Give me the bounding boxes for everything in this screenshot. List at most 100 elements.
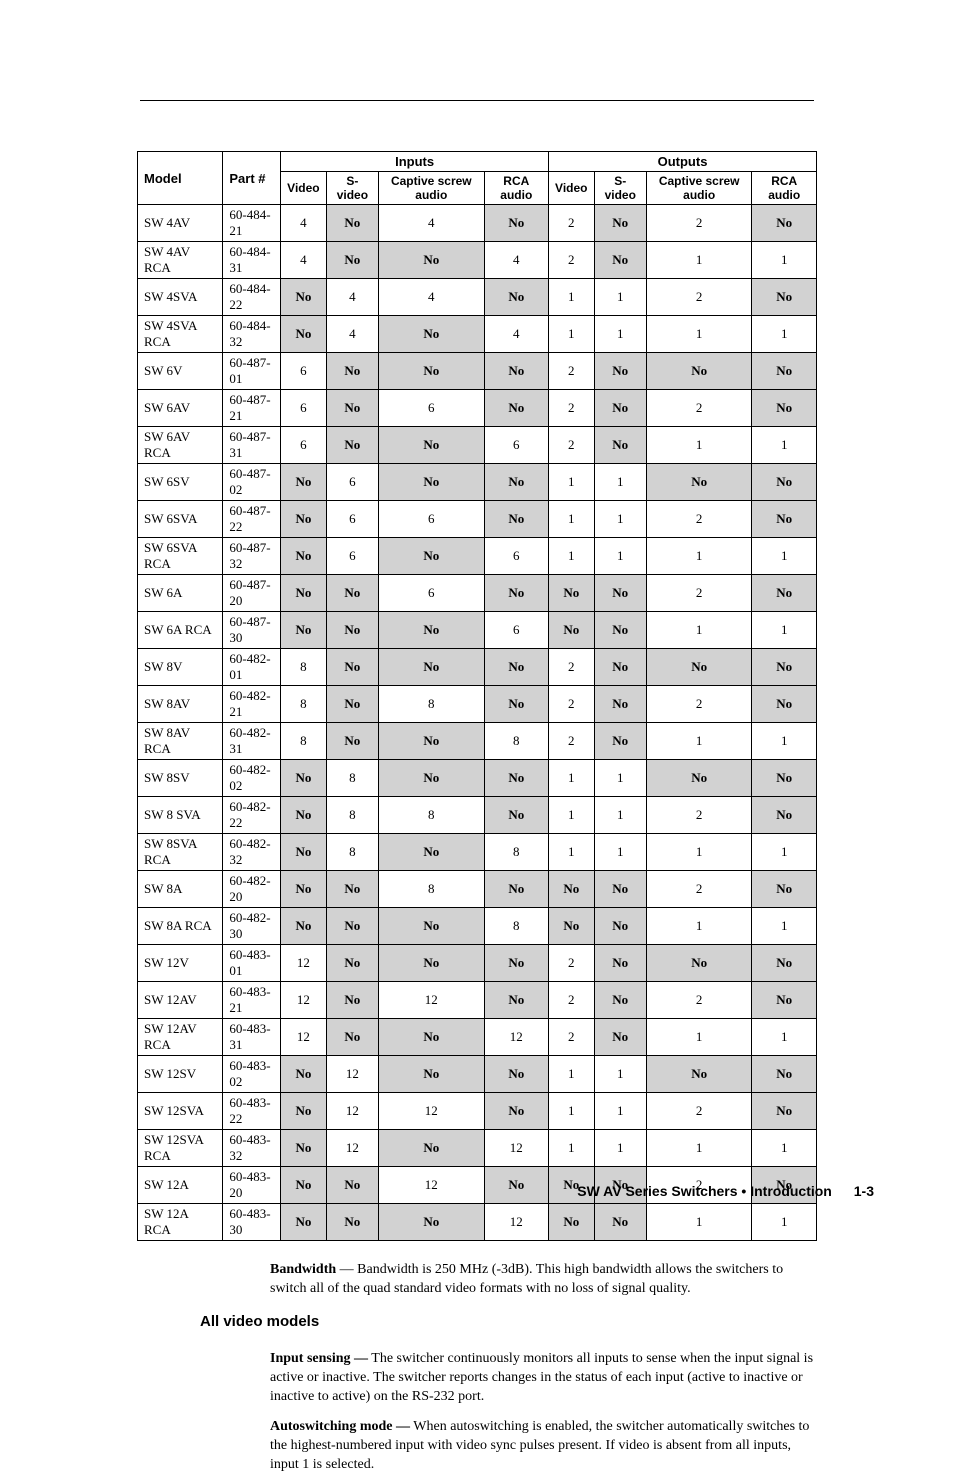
table-cell: No: [594, 686, 646, 723]
table-cell: 1: [594, 1130, 646, 1167]
table-cell: SW 12SV: [138, 1056, 223, 1093]
table-cell: No: [646, 353, 751, 390]
table-cell: No: [484, 982, 549, 1019]
table-cell: No: [752, 1093, 817, 1130]
table-cell: 2: [549, 945, 594, 982]
table-cell: SW 8A: [138, 871, 223, 908]
col-group-outputs: Outputs: [549, 152, 817, 172]
table-cell: 8: [379, 686, 484, 723]
table-cell: 2: [549, 242, 594, 279]
table-cell: 12: [281, 1019, 326, 1056]
table-cell: No: [594, 723, 646, 760]
table-cell: 60-487-21: [223, 390, 281, 427]
table-cell: No: [752, 279, 817, 316]
table-cell: 6: [326, 501, 378, 538]
spec-table: Model Part # Inputs Outputs Video S-vide…: [137, 151, 817, 1241]
table-cell: 60-482-02: [223, 760, 281, 797]
table-cell: 60-483-31: [223, 1019, 281, 1056]
table-cell: No: [484, 205, 549, 242]
section-heading-all-video: All video models: [200, 1313, 814, 1330]
table-cell: No: [484, 1167, 549, 1204]
table-cell: 12: [379, 1093, 484, 1130]
table-cell: 1: [646, 723, 751, 760]
table-cell: No: [594, 908, 646, 945]
table-cell: 8: [326, 797, 378, 834]
table-group-header-row: Model Part # Inputs Outputs: [138, 152, 817, 172]
table-cell: No: [326, 1019, 378, 1056]
table-cell: No: [379, 908, 484, 945]
table-cell: No: [484, 464, 549, 501]
table-cell: No: [484, 871, 549, 908]
table-cell: 4: [484, 316, 549, 353]
table-cell: SW 6AV: [138, 390, 223, 427]
table-cell: 6: [484, 538, 549, 575]
table-row: SW 6V60-487-016NoNoNo2NoNoNo: [138, 353, 817, 390]
table-cell: No: [281, 908, 326, 945]
table-cell: No: [379, 242, 484, 279]
table-cell: 6: [379, 501, 484, 538]
table-cell: 8: [281, 723, 326, 760]
table-cell: 2: [549, 686, 594, 723]
table-cell: 1: [752, 908, 817, 945]
table-cell: No: [752, 353, 817, 390]
table-cell: 1: [549, 1130, 594, 1167]
table-cell: SW 6SVA RCA: [138, 538, 223, 575]
table-cell: 1: [752, 538, 817, 575]
table-cell: No: [326, 649, 378, 686]
page-footer: SW AV Series Switchers • Introduction 1-…: [577, 1183, 874, 1199]
table-row: SW 8SV60-482-02No8NoNo11NoNo: [138, 760, 817, 797]
table-cell: 4: [379, 205, 484, 242]
bandwidth-term: Bandwidth: [270, 1262, 336, 1277]
table-cell: No: [379, 649, 484, 686]
table-cell: SW 8SVA RCA: [138, 834, 223, 871]
table-cell: 12: [326, 1093, 378, 1130]
table-cell: No: [281, 1130, 326, 1167]
table-cell: 60-484-32: [223, 316, 281, 353]
table-cell: 2: [646, 797, 751, 834]
table-cell: 60-483-22: [223, 1093, 281, 1130]
table-cell: No: [281, 501, 326, 538]
table-cell: 6: [484, 427, 549, 464]
table-cell: 1: [646, 1130, 751, 1167]
table-cell: No: [752, 575, 817, 612]
table-cell: 12: [281, 982, 326, 1019]
table-cell: 1: [752, 723, 817, 760]
table-cell: 1: [752, 316, 817, 353]
table-cell: 1: [594, 316, 646, 353]
table-cell: No: [484, 353, 549, 390]
footer-title: SW AV Series Switchers • Introduction: [577, 1183, 832, 1199]
col-out-captive: Captive screw audio: [646, 172, 751, 205]
table-cell: 2: [549, 1019, 594, 1056]
table-cell: 2: [646, 279, 751, 316]
table-cell: SW 12AV: [138, 982, 223, 1019]
table-row: SW 8SVA RCA60-482-32No8No81111: [138, 834, 817, 871]
table-cell: No: [549, 871, 594, 908]
table-cell: 1: [594, 834, 646, 871]
table-cell: SW 8A RCA: [138, 908, 223, 945]
table-cell: No: [484, 501, 549, 538]
table-cell: No: [281, 575, 326, 612]
table-row: SW 12AV60-483-2112No12No2No2No: [138, 982, 817, 1019]
table-cell: 60-482-20: [223, 871, 281, 908]
table-cell: 12: [326, 1130, 378, 1167]
table-cell: No: [281, 760, 326, 797]
table-cell: 2: [646, 575, 751, 612]
table-cell: No: [281, 1167, 326, 1204]
table-cell: 2: [549, 353, 594, 390]
table-cell: 1: [646, 538, 751, 575]
table-cell: No: [646, 760, 751, 797]
table-cell: 60-487-31: [223, 427, 281, 464]
table-cell: 60-487-32: [223, 538, 281, 575]
col-model: Model: [138, 152, 223, 205]
table-cell: 1: [646, 427, 751, 464]
table-row: SW 8V60-482-018NoNoNo2NoNoNo: [138, 649, 817, 686]
table-cell: No: [484, 1093, 549, 1130]
table-cell: 2: [549, 982, 594, 1019]
table-body: SW 4AV60-484-214No4No2No2NoSW 4AV RCA60-…: [138, 205, 817, 1241]
table-cell: No: [326, 723, 378, 760]
col-in-video: Video: [281, 172, 326, 205]
table-cell: No: [326, 871, 378, 908]
table-head: Model Part # Inputs Outputs Video S-vide…: [138, 152, 817, 205]
table-cell: 60-484-31: [223, 242, 281, 279]
table-cell: 1: [594, 1093, 646, 1130]
